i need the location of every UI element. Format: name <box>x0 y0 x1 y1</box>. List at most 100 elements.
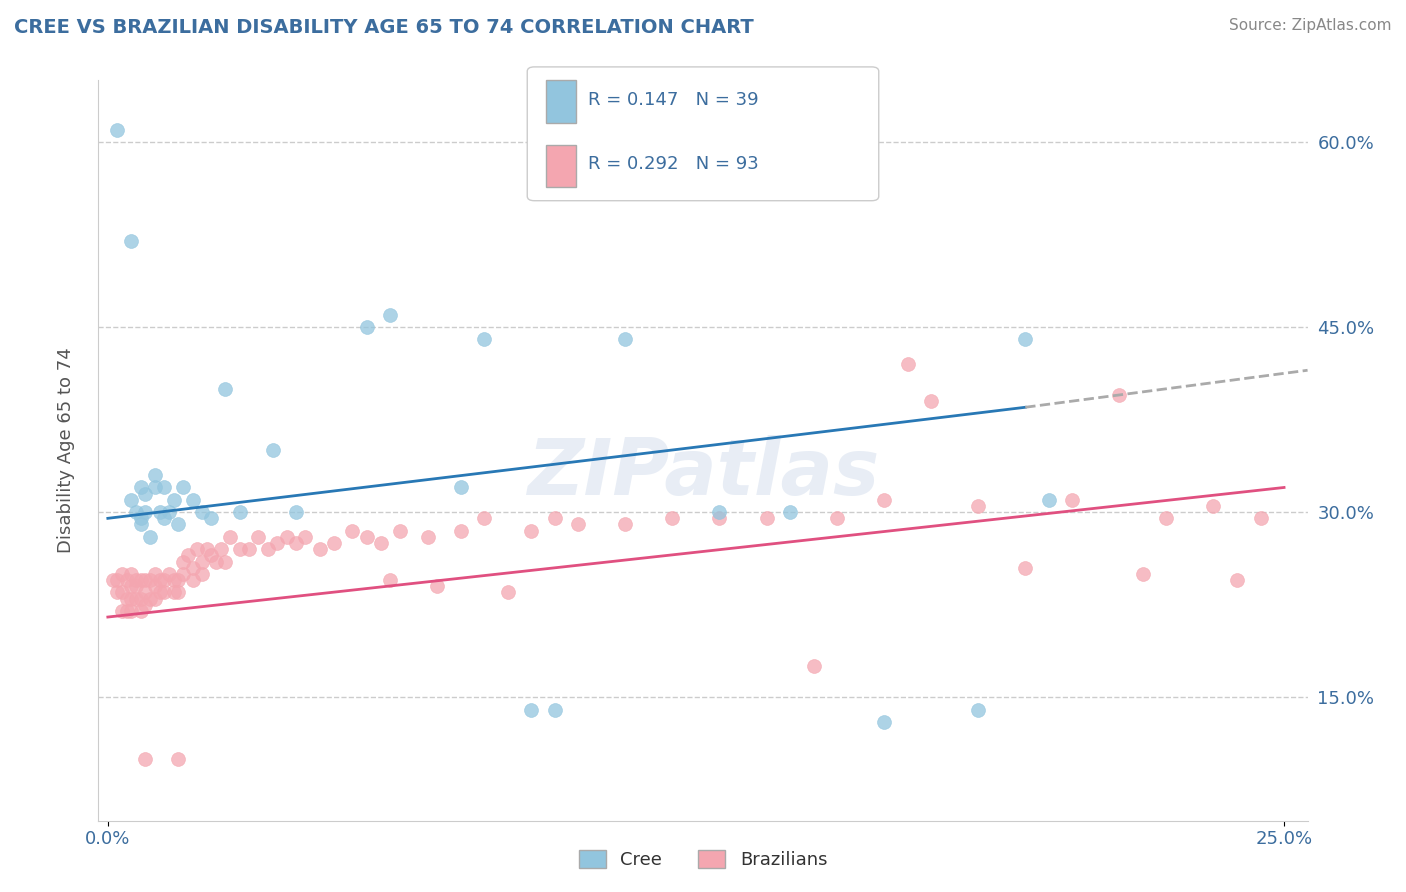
Point <box>567 517 589 532</box>
Point <box>803 659 825 673</box>
Point <box>163 585 186 599</box>
Legend: Cree, Brazilians: Cree, Brazilians <box>569 841 837 879</box>
Point <box>450 480 472 494</box>
Point <box>450 524 472 538</box>
Point <box>195 542 218 557</box>
Point <box>472 332 495 346</box>
Point <box>520 524 543 538</box>
Point <box>111 604 134 618</box>
Point <box>262 443 284 458</box>
Point <box>163 573 186 587</box>
Point <box>167 585 190 599</box>
Point <box>134 598 156 612</box>
Point <box>120 234 142 248</box>
Text: Source: ZipAtlas.com: Source: ZipAtlas.com <box>1229 18 1392 33</box>
Point <box>105 573 128 587</box>
Point <box>825 511 848 525</box>
Point <box>153 573 176 587</box>
Point <box>134 752 156 766</box>
Point <box>1202 499 1225 513</box>
Text: R = 0.292   N = 93: R = 0.292 N = 93 <box>588 155 758 173</box>
Point <box>125 579 148 593</box>
Point <box>149 505 172 519</box>
Point <box>111 585 134 599</box>
Point <box>143 480 166 494</box>
Point <box>247 530 270 544</box>
Point <box>228 505 250 519</box>
Point <box>342 524 364 538</box>
Point <box>191 505 214 519</box>
Point <box>356 320 378 334</box>
Point <box>779 505 801 519</box>
Point <box>191 566 214 581</box>
Point <box>134 486 156 500</box>
Point <box>115 591 138 606</box>
Point <box>186 542 208 557</box>
Point <box>1250 511 1272 525</box>
Point <box>181 560 204 574</box>
Point <box>205 554 228 569</box>
Point <box>139 573 162 587</box>
Point <box>129 573 152 587</box>
Point <box>873 714 896 729</box>
Point <box>129 480 152 494</box>
Point <box>134 505 156 519</box>
Point <box>172 566 194 581</box>
Point <box>709 505 731 519</box>
Point <box>172 480 194 494</box>
Point <box>153 585 176 599</box>
Point <box>120 604 142 618</box>
Point <box>520 703 543 717</box>
Point <box>1014 332 1036 346</box>
Point <box>426 579 449 593</box>
Point <box>308 542 330 557</box>
Point <box>709 511 731 525</box>
Y-axis label: Disability Age 65 to 74: Disability Age 65 to 74 <box>56 348 75 553</box>
Point <box>120 591 142 606</box>
Point <box>125 591 148 606</box>
Point <box>1226 573 1249 587</box>
Point <box>167 752 190 766</box>
Text: CREE VS BRAZILIAN DISABILITY AGE 65 TO 74 CORRELATION CHART: CREE VS BRAZILIAN DISABILITY AGE 65 TO 7… <box>14 18 754 37</box>
Point <box>614 332 637 346</box>
Point <box>120 566 142 581</box>
Point <box>370 536 392 550</box>
Point <box>149 573 172 587</box>
Point <box>143 591 166 606</box>
Point <box>115 604 138 618</box>
Point <box>181 573 204 587</box>
Point <box>920 394 942 409</box>
Point <box>139 530 162 544</box>
Point <box>167 573 190 587</box>
Point <box>181 492 204 507</box>
Point <box>214 554 236 569</box>
Point <box>1108 388 1130 402</box>
Point <box>101 573 124 587</box>
Point <box>266 536 288 550</box>
Point <box>157 566 180 581</box>
Point <box>294 530 316 544</box>
Point <box>388 524 411 538</box>
Point <box>191 554 214 569</box>
Point <box>219 530 242 544</box>
Point <box>873 492 896 507</box>
Point <box>967 499 990 513</box>
Point <box>143 579 166 593</box>
Point <box>105 122 128 136</box>
Text: ZIPatlas: ZIPatlas <box>527 434 879 511</box>
Text: R = 0.147   N = 39: R = 0.147 N = 39 <box>588 91 758 109</box>
Point <box>228 542 250 557</box>
Point <box>149 585 172 599</box>
Point <box>139 591 162 606</box>
Point <box>1062 492 1084 507</box>
Point <box>153 511 176 525</box>
Point <box>143 468 166 483</box>
Point <box>167 517 190 532</box>
Point <box>276 530 298 544</box>
Point <box>129 591 152 606</box>
Point <box>125 505 148 519</box>
Point <box>120 579 142 593</box>
Point <box>1132 566 1154 581</box>
Point <box>378 573 401 587</box>
Point <box>111 566 134 581</box>
